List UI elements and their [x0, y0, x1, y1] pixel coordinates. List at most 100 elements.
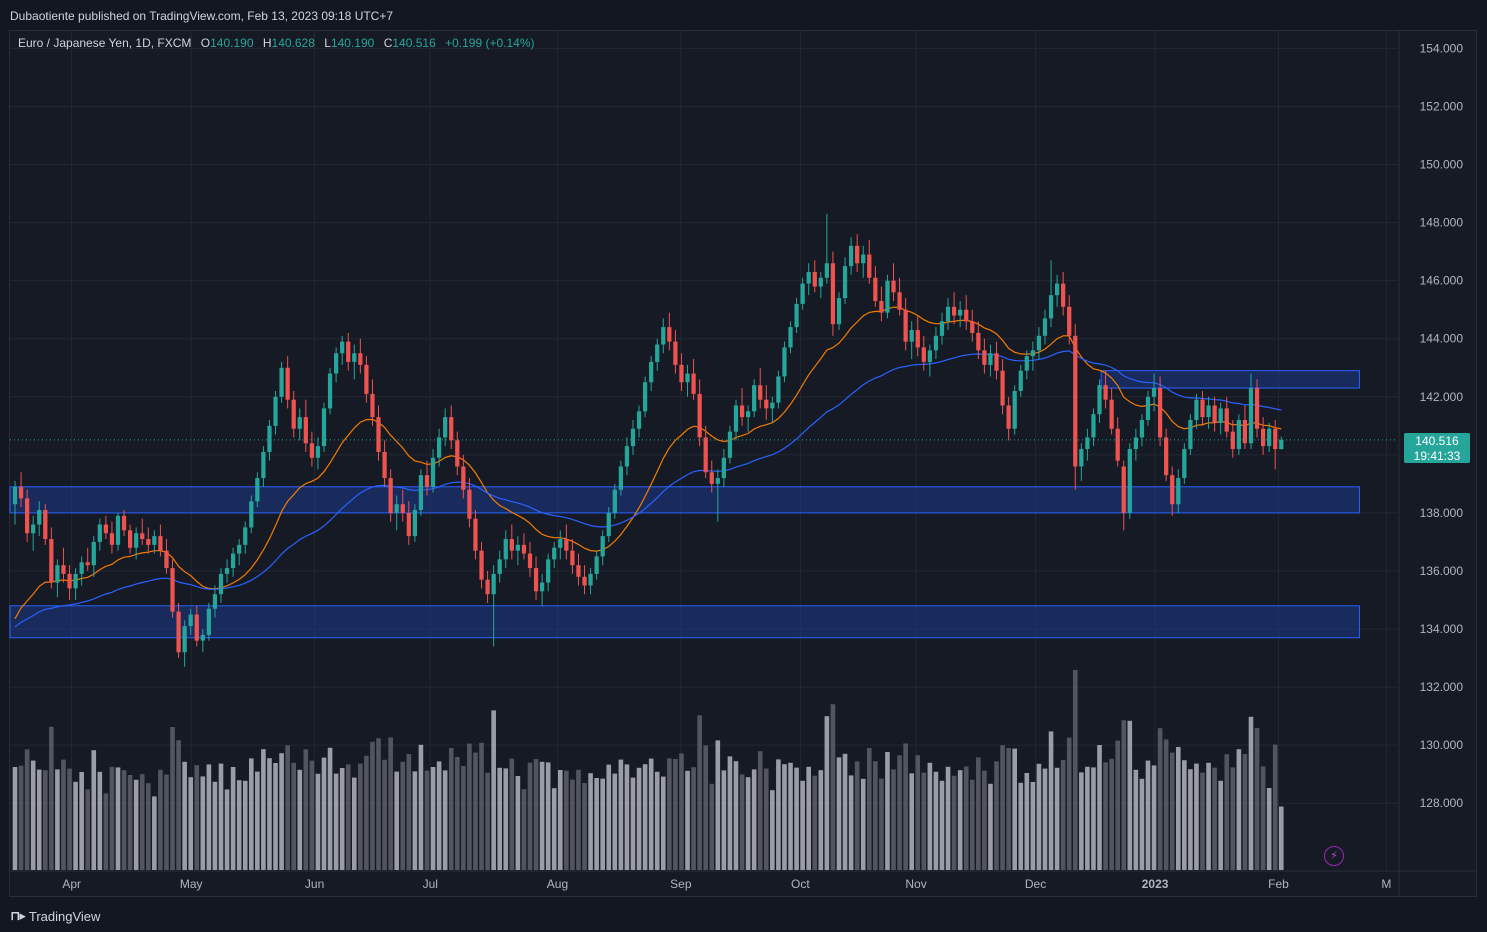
candle-body [449, 417, 454, 441]
candle-body [352, 353, 357, 362]
candle-body [770, 402, 775, 409]
volume-bar [818, 770, 824, 870]
footer-bar [0, 898, 1487, 932]
candle-body [964, 309, 969, 322]
candle-body [346, 341, 351, 362]
volume-bar [921, 772, 927, 870]
close-value: 140.516 [392, 36, 436, 50]
candle-body [1018, 370, 1023, 391]
candle-body [1212, 405, 1217, 423]
volume-bar [594, 778, 599, 870]
candle-body [400, 504, 405, 513]
candle-body [67, 573, 72, 589]
volume-bar [454, 757, 460, 870]
volume-bar [600, 778, 605, 870]
candle-body [224, 568, 230, 574]
candle-body [1224, 408, 1229, 432]
volume-bar [1254, 728, 1260, 870]
candle-body [933, 335, 939, 351]
low-value: 140.190 [330, 36, 375, 50]
volume-bar [339, 768, 345, 870]
volume-bar [776, 759, 781, 870]
volume-bar [1127, 720, 1133, 870]
volume-bar [382, 759, 387, 870]
volume-bar [230, 767, 236, 870]
symbol-label[interactable]: Euro / Japanese Yen, 1D, FXCM [18, 36, 192, 50]
candle-body [430, 457, 436, 487]
volume-bar [1000, 745, 1005, 870]
candle-body [891, 280, 896, 293]
candle-body [121, 515, 127, 531]
candle-body [600, 536, 605, 557]
volume-bar [939, 780, 945, 870]
candle-body [800, 283, 805, 304]
volume-bar [557, 770, 563, 870]
volume-bar [121, 770, 127, 870]
volume-bar [485, 772, 490, 870]
volume-bar [642, 764, 648, 870]
volume-bar [709, 783, 715, 870]
volume-bar [1036, 763, 1042, 870]
candle-body [43, 510, 48, 540]
candle-body [158, 536, 163, 551]
volume-bar [897, 755, 902, 870]
candle-body [424, 475, 430, 487]
volume-bar [533, 759, 539, 870]
volume-bar [770, 790, 775, 870]
volume-bar [188, 777, 194, 870]
publisher-line: Dubaotiente published on TradingView.com… [10, 9, 394, 23]
volume-bar [570, 779, 575, 870]
candle-body [1273, 428, 1278, 450]
volume-bar [1066, 737, 1072, 870]
candle-body [1091, 414, 1096, 438]
candle-body [1279, 439, 1284, 450]
high-value: 140.628 [271, 36, 315, 50]
candle-body [176, 611, 181, 653]
top-bar: Dubaotiente published on TradingView.com… [0, 0, 1487, 30]
candle-body [146, 539, 151, 545]
tradingview-logo[interactable]: ⊓▸ TradingView [10, 908, 100, 924]
volume-bar [194, 765, 200, 870]
volume-bar [679, 753, 684, 870]
candle-body [673, 341, 678, 365]
volume-bar [873, 761, 878, 870]
volume-bar [824, 716, 830, 870]
volume-bar [1060, 760, 1066, 870]
lightning-icon[interactable]: ⚡ [1324, 846, 1344, 866]
candle-body [1109, 399, 1114, 429]
chart-frame[interactable] [9, 30, 1477, 897]
y-tick-label: 130.000 [1420, 738, 1464, 752]
x-tick-label: Oct [791, 877, 810, 891]
volume-bar [400, 761, 406, 870]
candle-body [994, 353, 999, 371]
volume-bar [988, 783, 993, 870]
y-tick-label: 136.000 [1420, 564, 1464, 578]
volume-bar [830, 704, 836, 870]
candle-body [152, 536, 157, 545]
candle-body [497, 559, 502, 574]
ohlc-legend: Euro / Japanese Yen, 1D, FXCM O140.190 H… [18, 36, 541, 50]
candle-body [1036, 335, 1042, 351]
bar-countdown: 19:41:33 [1413, 449, 1461, 463]
volume-bar [1079, 772, 1084, 870]
volume-bar [673, 759, 678, 870]
volume-bar [212, 781, 218, 870]
volume-bar [176, 740, 181, 870]
volume-bar [473, 752, 478, 870]
volume-bar [297, 769, 303, 870]
volume-bar [763, 768, 769, 870]
candle-body [1042, 318, 1048, 336]
volume-bar [551, 788, 557, 870]
volume-bar [1091, 767, 1096, 870]
candle-body [206, 608, 211, 635]
volume-bar [412, 771, 418, 870]
volume-bar [461, 766, 466, 870]
candle-body [164, 550, 169, 569]
candle-body [1048, 295, 1054, 319]
volume-bar [1012, 748, 1017, 870]
candle-body [685, 373, 690, 383]
volume-bar [648, 758, 654, 870]
volume-bar [333, 773, 339, 870]
candle-body [1024, 356, 1029, 371]
